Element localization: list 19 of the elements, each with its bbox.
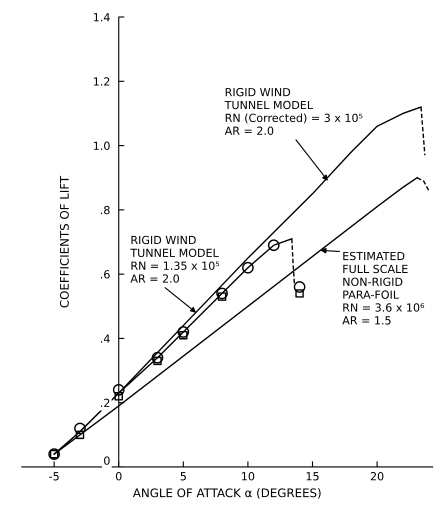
y-tick-label: .4 — [100, 334, 110, 343]
y-tick-label: 0 — [104, 456, 110, 465]
y-tick-label: 1.4 — [94, 13, 110, 22]
x-tick-label: -5 — [49, 472, 59, 480]
y-tick-label: 1.0 — [94, 142, 110, 150]
x-tick-label: 20 — [370, 472, 384, 480]
x-tick-label: 0 — [116, 472, 122, 480]
x-tick-label: 10 — [242, 472, 254, 480]
annotation: RIGID WIND TUNNEL MODEL RN (Corrected) = 3 x 10⁵ AR = 2.0 — [224, 88, 362, 135]
y-tick-label: .6 — [100, 270, 110, 279]
x-axis-title: ANGLE OF ATTACK α (DEGREES) — [132, 488, 321, 499]
y-tick-label: .2 — [100, 398, 110, 407]
x-tick-label: 15 — [306, 472, 319, 480]
y-tick-label: 1.2 — [94, 77, 110, 86]
annotation: RIGID WIND TUNNEL MODEL RN = 1.35 x 10⁵ AR = 2.0 — [130, 236, 220, 283]
x-tick-label: 5 — [180, 472, 186, 480]
annotation: ESTIMATED FULL SCALE NON-RIGID PARA-FOIL RN = 3.6 x 10⁶ AR = 1.5 — [342, 252, 424, 325]
y-tick-label: .8 — [100, 206, 110, 214]
y-axis-title: COEFFICIENTS OF LIFT — [60, 176, 69, 308]
